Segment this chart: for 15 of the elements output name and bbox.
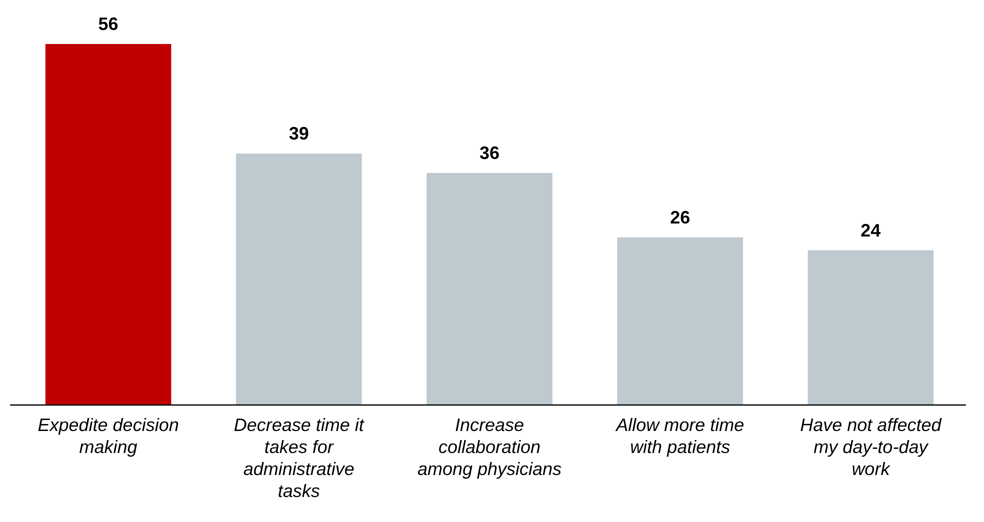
data-label: 26: [670, 207, 690, 228]
data-label: 24: [860, 220, 881, 240]
bar: [45, 44, 172, 405]
bar: [236, 154, 362, 405]
x-tick-label: Have not affected my day-to-day work: [800, 415, 942, 479]
data-label: 36: [479, 142, 500, 163]
bar: [808, 250, 934, 405]
x-tick-label: Allow more time with patients: [615, 415, 744, 457]
bar: [617, 237, 743, 405]
bar: [426, 172, 552, 405]
data-label: 56: [98, 14, 118, 34]
x-tick-label: Decrease time it takes for administrative tasks: [234, 415, 365, 501]
x-tick-label: Expedite decision making: [38, 415, 179, 457]
data-label: 39: [288, 124, 309, 144]
x-tick-label: Increase collaboration among physicians: [417, 415, 562, 479]
